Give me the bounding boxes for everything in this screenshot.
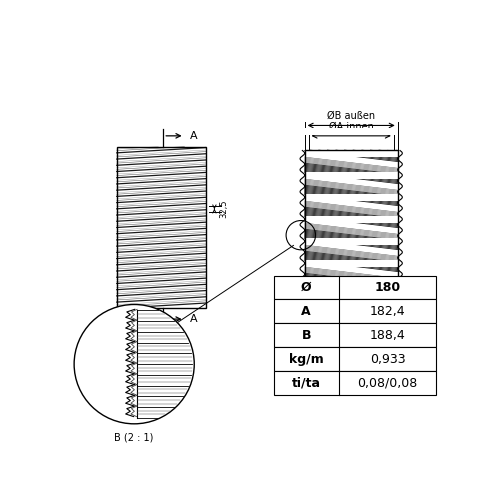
Bar (304, 128, 398, 136)
Bar (304, 172, 398, 180)
Text: 0,08/0,08: 0,08/0,08 (358, 376, 418, 390)
Bar (304, 216, 398, 224)
Text: A: A (190, 131, 197, 141)
Bar (304, 150, 398, 304)
Text: Ø: Ø (301, 281, 312, 294)
Bar (304, 194, 398, 202)
Text: 180: 180 (374, 281, 400, 294)
Text: 0,933: 0,933 (370, 352, 406, 366)
Bar (304, 260, 398, 268)
Bar (274, 276, 436, 299)
Bar (117, 146, 206, 308)
Text: A-A: A-A (342, 319, 360, 329)
Bar (304, 238, 398, 246)
Bar (304, 150, 398, 304)
Text: ØA innen: ØA innen (329, 122, 374, 132)
Text: 32,5: 32,5 (220, 200, 228, 218)
Text: A: A (190, 314, 197, 324)
Bar (274, 324, 436, 347)
Bar (304, 282, 398, 290)
Text: A: A (302, 305, 311, 318)
Bar (274, 300, 436, 324)
Circle shape (74, 304, 194, 424)
Bar (274, 371, 436, 395)
Text: 182,4: 182,4 (370, 305, 406, 318)
Text: B: B (302, 329, 311, 342)
Text: ØB außen: ØB außen (327, 111, 375, 121)
Bar (274, 347, 436, 371)
Bar (117, 146, 206, 308)
Text: ti/ta: ti/ta (292, 376, 320, 390)
Text: 188,4: 188,4 (370, 329, 406, 342)
Bar (304, 150, 398, 158)
Text: B (2 : 1): B (2 : 1) (114, 432, 154, 442)
Text: kg/m: kg/m (289, 352, 324, 366)
